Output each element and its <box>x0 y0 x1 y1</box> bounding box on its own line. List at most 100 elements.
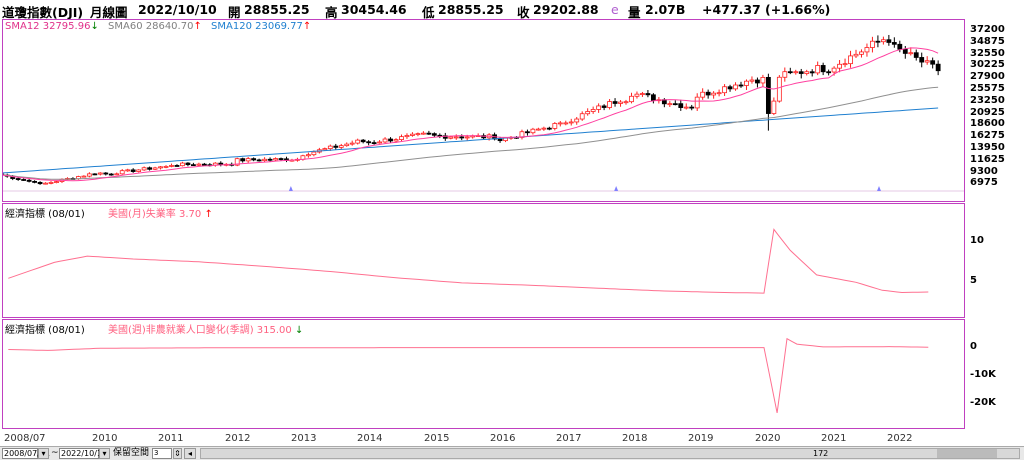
candle-body <box>234 158 240 166</box>
candle-body <box>218 162 224 165</box>
candle-body <box>809 71 815 74</box>
payroll-legend: 經濟指標 (08/01) 美國(週)非農就業人口變化(季調) 315.00 ↓ <box>5 321 309 336</box>
candle-body <box>240 158 246 162</box>
price-y-tick: 30225 <box>970 59 1005 71</box>
start-date-dropdown-icon[interactable]: ▾ <box>38 448 49 459</box>
reserve-space-stepper-icon[interactable]: ⇕ <box>173 448 182 459</box>
candle-body <box>158 166 163 169</box>
candle-body <box>689 106 695 109</box>
end-date-field[interactable]: 2022/10/10 <box>59 448 108 459</box>
candle-body <box>902 48 908 54</box>
candle-body <box>114 173 120 176</box>
candle-body <box>831 67 837 73</box>
open-label: 開 <box>228 5 241 20</box>
indicator-y-tick: 5 <box>970 275 977 286</box>
candle-body <box>152 167 158 170</box>
indicator-line <box>8 228 929 294</box>
candle-body <box>48 182 54 184</box>
indicator-y-tick: -20K <box>970 397 996 408</box>
sma120-legend: SMA120 23069.77↑ <box>211 21 311 32</box>
time-scrollbar[interactable]: 172 <box>200 448 1020 459</box>
unemployment-legend: 經濟指標 (08/01) 美國(月)失業率 3.70 ↑ <box>5 205 219 220</box>
price-y-tick: 20925 <box>970 106 1005 118</box>
payroll-chart[interactable] <box>3 320 965 429</box>
candle-body <box>267 158 273 161</box>
candle-body <box>382 138 388 143</box>
candle-body <box>37 182 43 185</box>
start-date-field[interactable]: 2008/07/31 <box>2 448 51 459</box>
candle-body <box>579 113 585 120</box>
x-tick-label: 2020 <box>755 433 781 444</box>
candle-body <box>136 169 142 172</box>
candle-body <box>634 93 640 97</box>
candle-body <box>404 135 410 138</box>
open-value: 28855.25 <box>244 2 310 17</box>
candle-body <box>125 169 131 172</box>
sma-legend: SMA12 32795.96↓ SMA60 28640.70↑ SMA120 2… <box>5 21 317 32</box>
candle-body <box>54 181 59 183</box>
candle-body <box>415 133 421 136</box>
high-value: 30454.46 <box>341 2 407 17</box>
sma12-legend: SMA12 32795.96↓ <box>5 21 99 32</box>
candle-body <box>607 101 612 108</box>
candle-body <box>541 127 547 130</box>
candle-body <box>431 133 437 136</box>
price-chart-panel[interactable]: SMA12 32795.96↓ SMA60 28640.70↑ SMA120 2… <box>2 19 965 202</box>
x-tick-label: 2016 <box>490 433 516 444</box>
x-tick-label: 2021 <box>821 433 847 444</box>
candle-body <box>744 80 749 86</box>
high-label: 高 <box>325 5 338 20</box>
candle-body <box>399 136 404 140</box>
sma12-line <box>3 47 939 182</box>
candle-body <box>26 179 32 182</box>
candle-body <box>612 101 618 104</box>
scroll-thumb[interactable] <box>937 449 998 458</box>
low-value: 28855.25 <box>438 2 504 17</box>
zoom-icon[interactable]: ◂ <box>184 448 196 459</box>
candle-body <box>590 109 596 112</box>
x-tick-label: 2008/07 <box>4 433 46 444</box>
candle-body <box>371 142 377 144</box>
candle-body <box>711 92 717 96</box>
unemployment-chart[interactable] <box>3 204 965 318</box>
price-y-tick: 9300 <box>970 165 998 177</box>
time-axis: 2008/07 2010 2011 2012 2013 2014 2015 2016 2017 2… <box>0 430 1024 446</box>
candle-body <box>875 40 881 43</box>
candle-body <box>322 148 328 151</box>
payroll-panel[interactable]: 經濟指標 (08/01) 美國(週)非農就業人口變化(季調) 315.00 ↓ <box>2 319 965 429</box>
close-value: 29202.88 <box>533 2 599 17</box>
candle-body <box>21 179 27 181</box>
end-date-dropdown-icon[interactable]: ▾ <box>99 448 110 459</box>
candle-body <box>804 71 810 74</box>
candle-body <box>130 169 136 172</box>
candle-body <box>147 167 152 170</box>
candle-body <box>552 123 558 129</box>
range-toolbar: 2008/07/31 ▾ ~ 2022/10/10 ▾ 保留空間 3 ⇕ ◂ 1… <box>0 446 1024 460</box>
candle-body <box>771 100 777 114</box>
unemployment-y-axis: 10 5 <box>966 203 1024 318</box>
payroll-series-label: 美國(週)非農就業人口變化(季調) 315.00 <box>108 325 292 336</box>
candle-body <box>645 93 651 96</box>
unemployment-panel[interactable]: 經濟指標 (08/01) 美國(月)失業率 3.70 ↑ <box>2 203 965 318</box>
candle-body <box>464 136 470 139</box>
candle-body <box>563 122 569 125</box>
price-y-tick: 16275 <box>970 130 1005 142</box>
quote-date: 2022/10/10 <box>138 2 217 17</box>
candle-body <box>377 141 382 144</box>
candle-body <box>755 79 760 84</box>
event-marker-icon <box>614 186 619 191</box>
price-chart[interactable] <box>3 20 965 202</box>
sma120-value: SMA120 23069.77 <box>211 21 303 32</box>
candle-body <box>245 158 251 162</box>
candle-body <box>765 76 771 114</box>
candle-body <box>535 128 541 131</box>
candle-body <box>15 178 21 180</box>
candle-body <box>738 84 744 87</box>
x-tick-label: 2012 <box>225 433 251 444</box>
candle-body <box>546 127 552 130</box>
candle-body <box>525 131 530 134</box>
candle-body <box>338 145 344 148</box>
candle-body <box>448 136 454 139</box>
reserve-space-input[interactable]: 3 <box>152 448 172 459</box>
candle-body <box>733 84 738 90</box>
